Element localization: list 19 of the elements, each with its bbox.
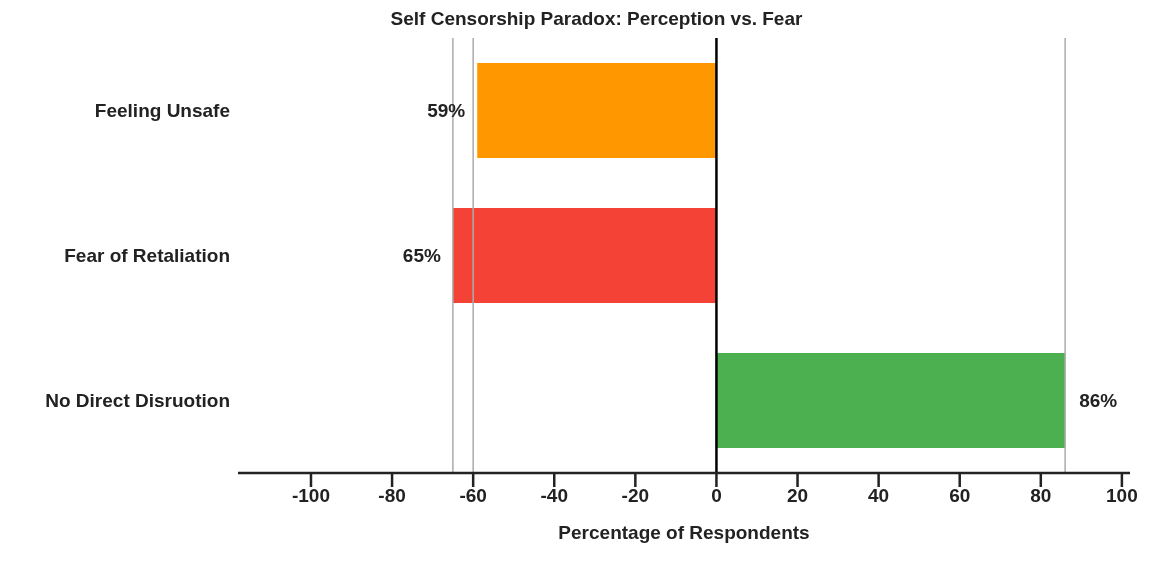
x-tick-label: 40 (868, 485, 890, 507)
x-tick-label: 100 (1106, 485, 1138, 507)
x-tick-label: -60 (459, 485, 487, 507)
x-tick-label: 80 (1030, 485, 1052, 507)
x-axis-title: Percentage of Respondents (558, 522, 810, 543)
x-tick-label: -20 (621, 485, 650, 507)
data-label: 59% (427, 100, 466, 122)
y-tick-label: Feeling Unsafe (94, 100, 230, 122)
x-tick-label: 20 (786, 485, 809, 507)
x-tick-label: -40 (540, 485, 568, 507)
x-tick-label: -80 (378, 485, 406, 507)
chart-title: Self Censorship Paradox: Perception vs. Fear (389, 8, 804, 31)
data-label: 86% (1079, 390, 1118, 412)
data-label: 65% (402, 245, 441, 267)
x-tick-label: -100 (291, 485, 330, 507)
y-tick-label: Fear of Retaliation (64, 245, 230, 267)
y-tick-label: No Direct Disruotion (45, 390, 230, 412)
x-tick-label: 60 (949, 485, 971, 507)
x-tick-label: 0 (711, 485, 722, 507)
